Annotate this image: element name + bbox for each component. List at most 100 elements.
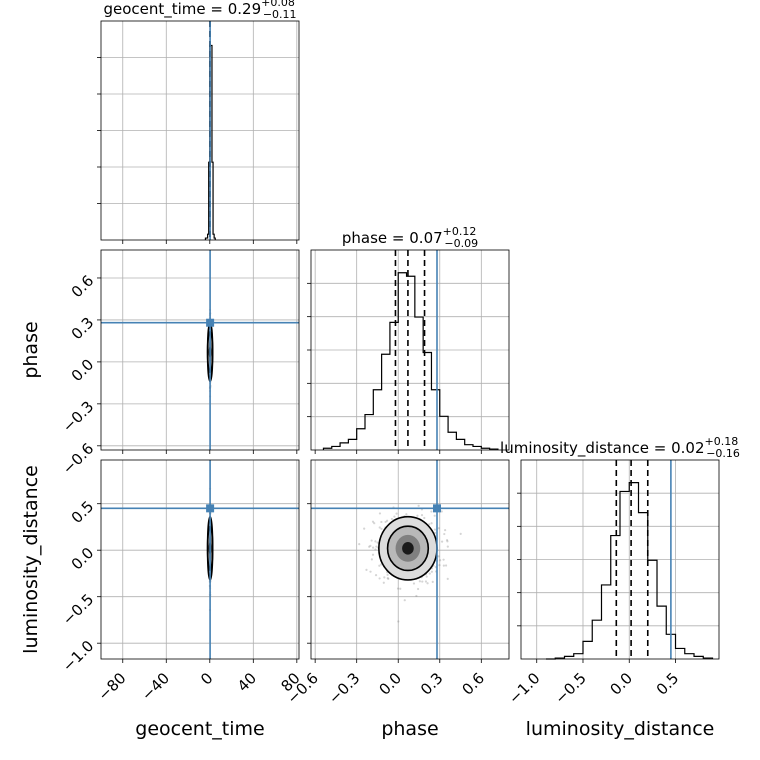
title-plus-geocent_time: +0.08 xyxy=(261,0,295,9)
sample-point xyxy=(425,575,428,578)
sample-point xyxy=(445,539,449,542)
sample-point xyxy=(368,545,371,548)
sample-point xyxy=(370,558,373,561)
title-plus-phase: +0.12 xyxy=(443,225,477,238)
tick-label-y-luminosity_distance-0: −1.0 xyxy=(59,637,97,675)
sample-point xyxy=(430,570,434,573)
sample-point xyxy=(446,545,449,548)
sample-point xyxy=(373,522,376,525)
title-minus-geocent_time: −0.11 xyxy=(263,8,297,21)
sample-point xyxy=(446,577,449,580)
tick-label-x-geocent_time-2: 0 xyxy=(197,669,216,688)
panel-title-phase: phase = 0.07+0.12 −0.09 xyxy=(342,225,478,250)
axis-label-y-phase: phase xyxy=(20,321,42,378)
sample-point xyxy=(374,548,377,551)
axis-label-y-luminosity_distance: luminosity_distance xyxy=(20,465,42,654)
histogram-phase xyxy=(322,272,499,450)
sample-point xyxy=(430,522,433,525)
sample-point xyxy=(369,570,372,573)
panel-hist-phase xyxy=(310,249,510,451)
title-minus-luminosity_distance: −0.16 xyxy=(706,447,740,460)
tick-label-x-luminosity_distance-3: 0.5 xyxy=(653,669,683,699)
sample-point xyxy=(446,540,449,543)
sample-point xyxy=(371,520,375,523)
panel-hist-geocent_time xyxy=(100,20,300,241)
axis-label-x-geocent_time: geocent_time xyxy=(135,718,264,740)
sample-point xyxy=(374,574,378,577)
sample-point xyxy=(370,539,373,542)
sample-point xyxy=(386,573,389,576)
tick-label-x-geocent_time-3: 40 xyxy=(234,669,260,695)
tick-label-x-luminosity_distance-0: −1.0 xyxy=(505,669,543,707)
sample-point xyxy=(380,527,383,530)
truth-marker-geocent_time-luminosity_distance xyxy=(206,504,215,513)
sample-point xyxy=(405,513,408,516)
sample-point xyxy=(437,555,440,558)
sample-point xyxy=(399,587,402,590)
tick-label-y-phase-0: −0.6 xyxy=(59,439,97,477)
sample-point xyxy=(424,580,428,583)
sample-point xyxy=(383,576,386,579)
sample-point xyxy=(375,545,378,548)
sample-point xyxy=(430,510,433,513)
tick-label-x-phase-2: 0.0 xyxy=(375,669,405,699)
sample-point xyxy=(433,514,436,517)
sample-point xyxy=(416,587,420,591)
truth-marker-geocent_time-phase xyxy=(206,318,215,327)
sample-point xyxy=(380,520,383,524)
sample-point xyxy=(384,520,387,524)
sample-point xyxy=(442,558,445,561)
sample-point xyxy=(439,559,442,562)
sample-point xyxy=(393,515,396,518)
sample-point xyxy=(376,541,379,544)
tick-label-x-phase-1: −0.3 xyxy=(325,669,363,707)
tick-label-x-geocent_time-1: −40 xyxy=(138,669,173,704)
tick-label-x-luminosity_distance-2: 0.0 xyxy=(606,669,636,699)
contour-phase-luminosity_distance-1 xyxy=(386,525,430,572)
sample-point xyxy=(459,532,462,535)
tick-label-y-luminosity_distance-1: −0.5 xyxy=(59,590,97,628)
sample-point xyxy=(374,540,377,543)
title-plus-luminosity_distance: +0.18 xyxy=(705,435,739,448)
sample-point xyxy=(416,514,419,517)
sample-point xyxy=(365,568,368,571)
sample-point xyxy=(390,517,393,521)
tick-label-x-luminosity_distance-1: −0.5 xyxy=(551,669,589,707)
panel-2d-geocent_time-luminosity_distance xyxy=(100,459,300,660)
panel-title-luminosity_distance: luminosity_distance = 0.02+0.18 −0.16 xyxy=(500,435,740,460)
sample-point xyxy=(443,532,446,536)
truth-marker-phase-luminosity_distance xyxy=(433,504,441,513)
axis-label-x-luminosity_distance: luminosity_distance xyxy=(526,718,715,740)
sample-point xyxy=(431,580,434,583)
sample-point xyxy=(437,527,440,530)
sample-point xyxy=(369,544,372,548)
sample-point xyxy=(415,594,418,598)
sample-point xyxy=(371,553,375,556)
sample-point xyxy=(363,527,366,530)
sample-point xyxy=(387,577,390,580)
panel-2d-geocent_time-phase xyxy=(100,249,300,451)
title-main-phase: phase = 0.07 xyxy=(342,229,443,247)
panel-title-geocent_time: geocent_time = 0.29+0.08 −0.11 xyxy=(103,0,296,21)
sample-point xyxy=(444,529,447,532)
sample-point xyxy=(397,620,400,623)
sample-point xyxy=(396,587,400,590)
tick-label-y-luminosity_distance-2: 0.0 xyxy=(68,544,98,574)
sample-point xyxy=(358,543,361,546)
sample-point xyxy=(378,577,381,580)
sample-point xyxy=(378,526,381,529)
sample-point xyxy=(426,582,429,585)
histogram-luminosity_distance xyxy=(545,482,714,660)
tick-label-x-geocent_time-0: −80 xyxy=(94,669,129,704)
sample-point xyxy=(428,523,431,526)
sample-point xyxy=(418,580,421,583)
sample-point xyxy=(382,581,385,584)
sample-point xyxy=(395,512,398,515)
sample-point xyxy=(442,564,445,567)
sample-point xyxy=(378,564,381,567)
title-main-luminosity_distance: luminosity_distance = 0.02 xyxy=(500,439,704,458)
sample-point xyxy=(417,504,420,507)
sample-point xyxy=(386,519,389,522)
tick-label-y-phase-3: 0.3 xyxy=(68,314,98,344)
